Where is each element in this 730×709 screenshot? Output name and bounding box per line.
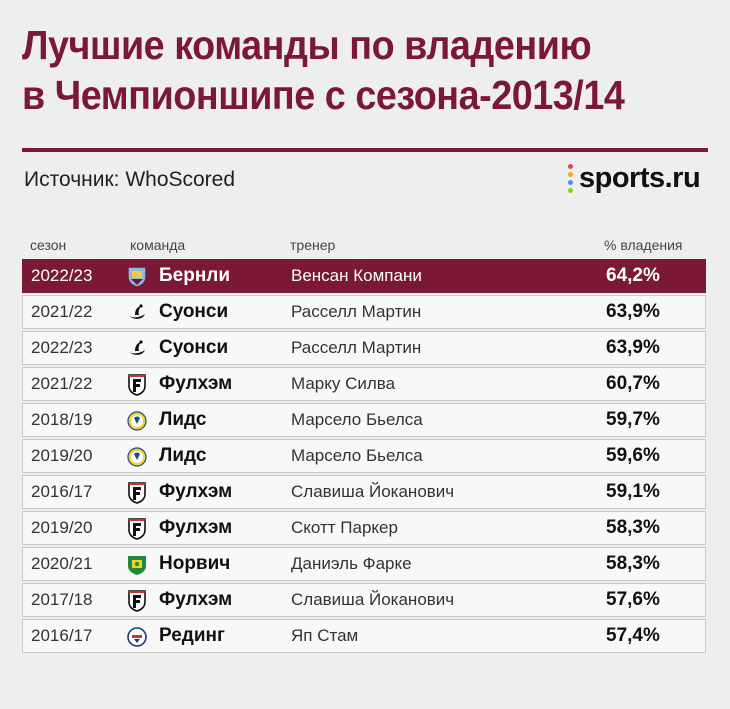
table-row: 2020/21 Норвич Даниэль Фарке 58,3% [22, 547, 706, 581]
coach-cell: Славиша Йоканович [291, 590, 455, 609]
possession-value: 59,6% [606, 445, 660, 466]
season-cell: 2018/19 [31, 410, 93, 429]
column-header-team: команда [130, 237, 186, 253]
title-line-1: Лучшие команды по владению [22, 22, 592, 68]
coach-cell: Расселл Мартин [291, 302, 422, 321]
season-cell: 2017/18 [31, 590, 93, 609]
reading-crest-icon [127, 626, 147, 648]
table-row: 2016/17 Фулхэм Славиша Йоканович 59,1% [22, 475, 706, 509]
team-cell: Бернли [159, 265, 231, 286]
column-header-possession: % владения [604, 237, 683, 253]
team-cell: Рединг [159, 625, 225, 646]
coach-cell: Марсело Бьелса [291, 410, 423, 429]
team-cell: Фулхэм [159, 589, 233, 610]
table-row: 2016/17 Рединг Яп Стам 57,4% [22, 619, 706, 653]
leeds-crest-icon [127, 446, 147, 468]
coach-cell: Скотт Паркер [291, 518, 398, 537]
season-cell: 2016/17 [31, 482, 93, 501]
possession-value: 57,4% [606, 625, 660, 646]
coach-cell: Марсело Бьелса [291, 446, 423, 465]
table-row: 2019/20 Фулхэм Скотт Паркер 58,3% [22, 511, 706, 545]
season-cell: 2021/22 [31, 374, 93, 393]
sports-ru-logo: sports.ru [566, 162, 710, 198]
possession-value: 59,7% [606, 409, 660, 430]
season-cell: 2021/22 [31, 302, 93, 321]
fulham-crest-icon [127, 374, 147, 396]
possession-value: 58,3% [606, 553, 660, 574]
season-cell: 2022/23 [31, 338, 93, 357]
team-cell: Лидс [159, 409, 207, 430]
season-cell: 2020/21 [31, 554, 93, 573]
leeds-crest-icon [127, 410, 147, 432]
norwich-crest-icon [127, 554, 147, 576]
team-cell: Фулхэм [159, 481, 233, 502]
swansea-crest-icon [127, 302, 147, 324]
team-cell: Суонси [159, 301, 229, 322]
burnley-crest-icon [127, 266, 147, 288]
coach-cell: Яп Стам [291, 626, 359, 645]
season-cell: 2022/23 [31, 266, 93, 285]
swansea-crest-icon [127, 338, 147, 360]
team-cell: Суонси [159, 337, 229, 358]
possession-value: 57,6% [606, 589, 660, 610]
possession-value: 63,9% [606, 337, 660, 358]
team-cell: Норвич [159, 553, 231, 574]
title-line-2: в Чемпионшипе с сезона-2013/14 [22, 72, 625, 118]
team-cell: Фулхэм [159, 517, 233, 538]
table-row: 2019/20 Лидс Марсело Бьелса 59,6% [22, 439, 706, 473]
coach-cell: Расселл Мартин [291, 338, 422, 357]
table-row: 2018/19 Лидс Марсело Бьелса 59,7% [22, 403, 706, 437]
possession-value: 64,2% [606, 265, 660, 286]
possession-value: 58,3% [606, 517, 660, 538]
column-header-coach: тренер [290, 237, 336, 253]
coach-cell: Даниэль Фарке [291, 554, 412, 573]
possession-value: 63,9% [606, 301, 660, 322]
team-cell: Лидс [159, 445, 207, 466]
coach-cell: Венсан Компани [291, 266, 422, 285]
logo-dots-icon [566, 164, 576, 194]
coach-cell: Марку Силва [291, 374, 396, 393]
title-divider [22, 148, 708, 152]
coach-cell: Славиша Йоканович [291, 482, 455, 501]
season-cell: 2019/20 [31, 446, 93, 465]
season-cell: 2016/17 [31, 626, 93, 645]
chart-title: Лучшие команды по владению в Чемпионшипе… [22, 20, 657, 120]
table-row: 2022/23 Бернли Венсан Компани 64,2% [22, 259, 706, 293]
possession-value: 59,1% [606, 481, 660, 502]
table-row: 2021/22 Фулхэм Марку Силва 60,7% [22, 367, 706, 401]
fulham-crest-icon [127, 482, 147, 504]
fulham-crest-icon [127, 518, 147, 540]
logo-text: sports.ru [579, 162, 701, 194]
season-cell: 2019/20 [31, 518, 93, 537]
possession-value: 60,7% [606, 373, 660, 394]
fulham-crest-icon [127, 590, 147, 612]
source-note: Источник: WhoScored [24, 168, 236, 191]
table-row: 2021/22 Суонси Расселл Мартин 63,9% [22, 295, 706, 329]
table-row: 2017/18 Фулхэм Славиша Йоканович 57,6% [22, 583, 706, 617]
column-header-season: сезон [30, 237, 67, 253]
team-cell: Фулхэм [159, 373, 233, 394]
table-row: 2022/23 Суонси Расселл Мартин 63,9% [22, 331, 706, 365]
